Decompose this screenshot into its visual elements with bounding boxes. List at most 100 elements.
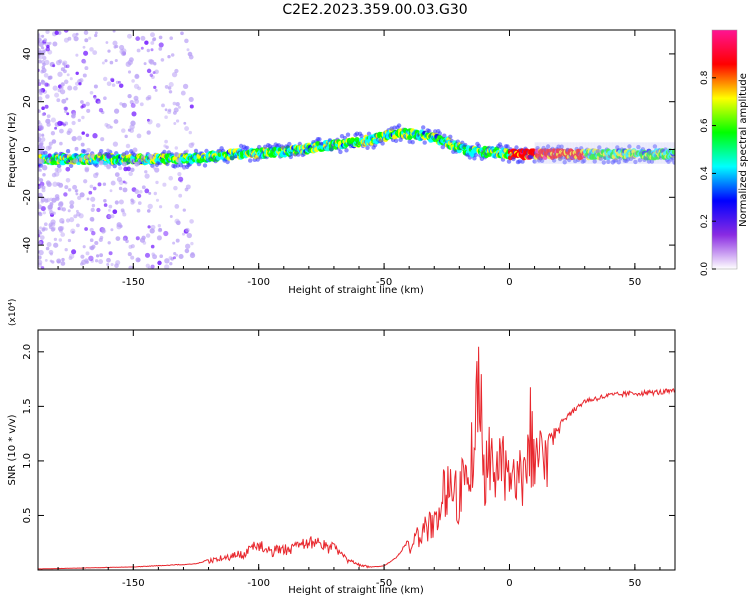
heatmap-cell: [133, 83, 140, 89]
heatmap-cell: [165, 145, 169, 150]
heatmap-cell: [180, 31, 184, 36]
heatmap-cell: [79, 192, 85, 198]
heatmap-cell: [74, 146, 79, 151]
heatmap-cell: [38, 249, 44, 256]
heatmap-cell: [636, 142, 641, 164]
heatmap-cell: [105, 164, 112, 170]
heatmap-cell: [161, 103, 165, 108]
heatmap-cell: [164, 115, 168, 119]
heatmap-cell: [104, 59, 108, 63]
heatmap-cell: [143, 62, 147, 66]
heatmap-cell: [84, 154, 89, 160]
heatmap-cell: [74, 189, 78, 193]
heatmap-cell: [672, 160, 675, 165]
heatmap-cell: [168, 256, 173, 260]
heatmap-cell: [147, 203, 153, 210]
heatmap-cell: [71, 135, 77, 142]
heatmap-cell: [60, 67, 65, 72]
heatmap-cell: [188, 142, 194, 148]
heatmap-cell: [144, 173, 150, 179]
heatmap-cell: [135, 236, 140, 241]
heatmap-cell: [654, 142, 659, 164]
heatmap-cell: [627, 142, 632, 164]
heatmap-cell: [582, 158, 587, 163]
heatmap-cell: [93, 84, 98, 89]
heatmap-cell: [473, 152, 479, 158]
heatmap-cell: [164, 108, 168, 112]
heatmap-cell: [615, 142, 619, 164]
heatmap-cell: [169, 215, 173, 218]
heatmap-cell: [136, 193, 142, 199]
heatmap-cell: [38, 88, 44, 94]
heatmap-cell: [38, 82, 42, 86]
heatmap-cell: [559, 144, 564, 149]
heatmap-cell: [57, 71, 63, 77]
heatmap-cell: [579, 142, 583, 164]
heatmap-cell: [178, 162, 182, 166]
colorbar: 0.0 0.2 0.4 0.6 0.8 Normalized spectral ampl…: [700, 29, 749, 276]
heatmap-cell: [114, 263, 119, 268]
heatmap-cell: [652, 144, 658, 149]
heatmap-cell: [188, 130, 193, 135]
heatmap-cell: [180, 90, 186, 96]
heatmap-cell: [106, 123, 111, 129]
y-tick-label: -20: [22, 189, 33, 205]
heatmap-cell: [96, 207, 101, 213]
heatmap-cell: [651, 142, 656, 164]
heatmap-cell: [46, 159, 51, 164]
heatmap-cell: [62, 62, 66, 66]
heatmap-cell: [118, 83, 124, 88]
heatmap-cell: [108, 204, 113, 209]
heatmap-cell: [112, 30, 116, 33]
heatmap-cell: [649, 159, 655, 164]
heatmap-cell: [537, 142, 541, 164]
heatmap-cell: [89, 184, 94, 189]
heatmap-cell: [71, 120, 76, 126]
heatmap-cell: [329, 147, 334, 152]
heatmap-cell: [84, 38, 89, 43]
heatmap-cell: [427, 128, 432, 134]
heatmap-cell: [85, 101, 90, 107]
colorbar-gradient: [712, 30, 737, 269]
heatmap-cell: [150, 41, 155, 45]
heatmap-cell: [129, 158, 135, 164]
heatmap-cell: [588, 142, 592, 164]
heatmap-cell: [48, 141, 53, 146]
heatmap-cell: [175, 119, 180, 123]
heatmap-cell: [130, 167, 135, 172]
heatmap-cell: [48, 223, 52, 227]
heatmap-cell: [155, 180, 159, 185]
heatmap-cell: [576, 142, 580, 164]
heatmap-cell: [558, 142, 562, 164]
colorbar-tick-label: 0.4: [700, 166, 710, 181]
heatmap-cell: [94, 163, 99, 168]
heatmap-cell: [109, 60, 114, 65]
heatmap-cell: [172, 101, 177, 106]
heatmap-cell: [184, 38, 189, 44]
heatmap-cell: [168, 175, 174, 181]
heatmap-cell: [38, 33, 41, 40]
heatmap-cell: [592, 159, 597, 164]
heatmap-cell: [102, 182, 107, 186]
heatmap-cell: [43, 72, 49, 78]
heatmap-cell: [86, 197, 90, 201]
heatmap-cell: [633, 142, 638, 164]
heatmap-cell: [50, 131, 56, 136]
heatmap-cell: [173, 107, 179, 113]
heatmap-cell: [38, 176, 41, 181]
heatmap-cell: [86, 108, 91, 113]
heatmap-cell: [585, 142, 589, 164]
heatmap-cell: [113, 45, 117, 49]
heatmap-cell: [152, 71, 156, 75]
heatmap-cell: [184, 187, 189, 192]
heatmap-cell: [168, 82, 174, 88]
heatmap-cell: [67, 36, 72, 41]
heatmap-cell: [151, 38, 156, 42]
heatmap-cell: [73, 36, 79, 42]
heatmap-cell: [106, 148, 110, 153]
heatmap-cell: [169, 262, 173, 266]
heatmap-cell: [56, 98, 61, 103]
heatmap-cell: [472, 156, 477, 161]
heatmap-cell: [97, 182, 102, 187]
heatmap-cell: [174, 146, 179, 150]
